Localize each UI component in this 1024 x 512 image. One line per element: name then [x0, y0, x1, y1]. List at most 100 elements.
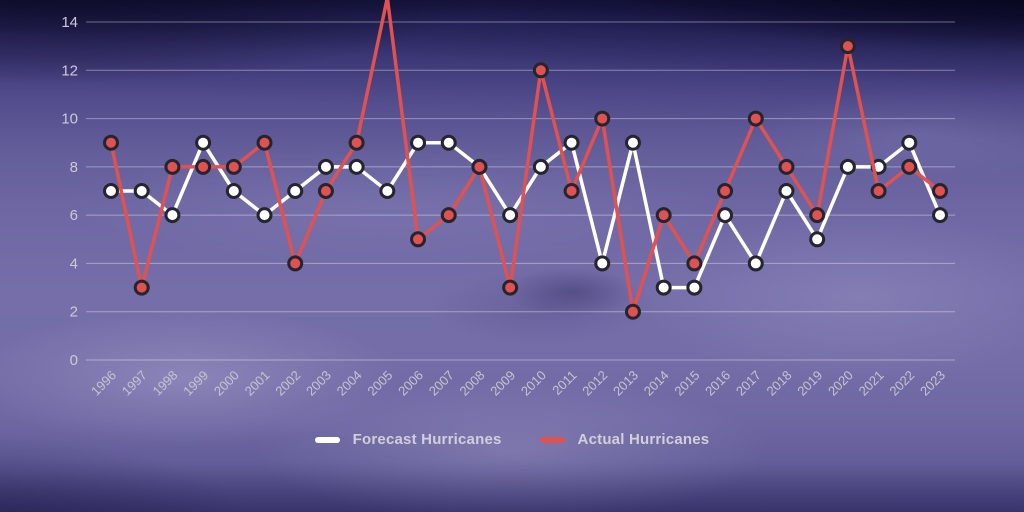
legend-item-actual-hurricanes[interactable]: Actual Hurricanes	[539, 431, 710, 448]
actual-hurricanes-point-2014[interactable]	[655, 207, 672, 224]
legend-label: Actual Hurricanes	[577, 431, 710, 448]
x-axis-label-1996: 1996	[88, 368, 119, 399]
forecast-hurricanes-point-2007[interactable]	[440, 134, 457, 151]
y-axis-label-8: 8	[70, 159, 78, 176]
y-axis-label-4: 4	[70, 255, 78, 272]
forecast-hurricanes-point-2011[interactable]	[563, 134, 580, 151]
y-axis-label-6: 6	[70, 207, 78, 224]
forecast-hurricanes-point-2000[interactable]	[225, 183, 242, 199]
actual-hurricanes-point-2004[interactable]	[348, 134, 365, 151]
x-axis-label-1997: 1997	[119, 368, 150, 399]
actual-hurricanes-point-2019[interactable]	[809, 207, 826, 224]
forecast-hurricanes-point-2022[interactable]	[901, 134, 918, 151]
actual-hurricanes-point-2002[interactable]	[287, 255, 304, 272]
forecast-hurricanes-point-1997[interactable]	[133, 183, 150, 199]
actual-hurricanes-point-2021[interactable]	[870, 183, 887, 199]
x-axis-label-2015: 2015	[671, 368, 702, 399]
actual-hurricanes-point-2011[interactable]	[563, 183, 580, 199]
x-axis-label-2000: 2000	[211, 368, 242, 399]
forecast-hurricanes-point-2012[interactable]	[594, 255, 611, 272]
actual-hurricanes-point-1998[interactable]	[164, 158, 181, 175]
actual-hurricanes-point-2015[interactable]	[686, 255, 703, 272]
actual-hurricanes-point-1997[interactable]	[133, 279, 150, 296]
x-axis-label-2008: 2008	[457, 368, 488, 399]
legend-item-forecast-hurricanes[interactable]: Forecast Hurricanes	[314, 431, 502, 448]
x-axis-label-1998: 1998	[149, 368, 180, 399]
x-axis-label-1999: 1999	[180, 368, 211, 399]
actual-hurricanes-point-2003[interactable]	[317, 183, 334, 199]
actual-hurricanes-point-2017[interactable]	[747, 110, 764, 127]
y-axis-label-10: 10	[61, 111, 78, 128]
forecast-hurricanes-point-1999[interactable]	[195, 134, 212, 151]
x-axis-label-2010: 2010	[518, 368, 549, 399]
actual-hurricanes-point-2007[interactable]	[440, 207, 457, 224]
x-axis-label-2007: 2007	[426, 368, 457, 399]
actual-hurricanes-line	[109, 0, 942, 314]
legend-swatch-icon	[314, 436, 340, 443]
forecast-hurricanes-point-2005[interactable]	[379, 183, 396, 199]
forecast-hurricanes-point-2014[interactable]	[655, 279, 672, 296]
actual-hurricanes-point-2001[interactable]	[256, 134, 273, 151]
x-axis-label-2023: 2023	[917, 368, 948, 399]
x-axis-label-2019: 2019	[794, 368, 825, 399]
x-axis-label-2017: 2017	[733, 368, 764, 399]
x-axis-label-2020: 2020	[825, 368, 856, 399]
x-axis-label-2021: 2021	[856, 368, 887, 399]
forecast-hurricanes-point-2010[interactable]	[532, 158, 549, 175]
forecast-hurricanes-point-2004[interactable]	[348, 158, 365, 175]
y-axis-label-2: 2	[70, 304, 78, 321]
forecast-hurricanes-point-2020[interactable]	[839, 158, 856, 175]
forecast-hurricanes-point-2015[interactable]	[686, 279, 703, 296]
x-axis-label-2004: 2004	[334, 368, 365, 399]
forecast-hurricanes-point-2002[interactable]	[287, 183, 304, 199]
x-axis-label-2014: 2014	[641, 368, 672, 399]
forecast-hurricanes-point-2009[interactable]	[502, 207, 519, 224]
actual-hurricanes-point-2008[interactable]	[471, 158, 488, 175]
x-axis-label-2005: 2005	[364, 368, 395, 399]
actual-hurricanes-point-2020[interactable]	[839, 38, 856, 55]
actual-hurricanes-point-2006[interactable]	[410, 231, 427, 248]
y-axis-label-14: 14	[61, 14, 78, 31]
forecast-hurricanes-point-2018[interactable]	[778, 183, 795, 199]
x-axis-label-2002: 2002	[272, 368, 303, 399]
x-axis-label-2018: 2018	[764, 368, 795, 399]
forecast-hurricanes-point-2017[interactable]	[747, 255, 764, 272]
x-axis-label-2006: 2006	[395, 368, 426, 399]
x-axis-label-2012: 2012	[579, 368, 610, 399]
forecast-hurricanes-point-2016[interactable]	[717, 207, 734, 224]
forecast-hurricanes-point-1996[interactable]	[103, 183, 119, 199]
y-axis-label-0: 0	[70, 352, 78, 369]
y-axis-label-12: 12	[61, 62, 78, 79]
x-axis-label-2009: 2009	[487, 368, 518, 399]
actual-hurricanes-point-2018[interactable]	[778, 158, 795, 175]
x-axis-label-2011: 2011	[549, 368, 579, 398]
actual-hurricanes-point-2022[interactable]	[901, 158, 918, 175]
forecast-hurricanes-point-2003[interactable]	[317, 158, 334, 175]
actual-hurricanes-point-2013[interactable]	[624, 303, 641, 320]
actual-hurricanes-point-1996[interactable]	[103, 134, 119, 151]
actual-hurricanes-point-1999[interactable]	[195, 158, 212, 175]
forecast-hurricanes-point-2013[interactable]	[624, 134, 641, 151]
forecast-hurricanes-point-2023[interactable]	[932, 207, 948, 224]
actual-hurricanes-point-2010[interactable]	[532, 62, 549, 79]
forecast-hurricanes-point-2019[interactable]	[809, 231, 826, 248]
actual-hurricanes-point-2012[interactable]	[594, 110, 611, 127]
legend-swatch-icon	[539, 436, 565, 443]
x-axis-label-2022: 2022	[886, 368, 917, 399]
x-axis-label-2016: 2016	[702, 368, 733, 399]
actual-hurricanes-point-2023[interactable]	[932, 183, 948, 199]
chart-legend: Forecast Hurricanes Actual Hurricanes	[0, 431, 1024, 448]
legend-label: Forecast Hurricanes	[352, 431, 502, 448]
forecast-hurricanes-point-2006[interactable]	[410, 134, 427, 151]
actual-hurricanes-point-2000[interactable]	[225, 158, 242, 175]
x-axis-label-2001: 2001	[242, 368, 273, 399]
forecast-hurricanes-point-2001[interactable]	[256, 207, 273, 224]
forecast-hurricanes-point-1998[interactable]	[164, 207, 181, 224]
actual-hurricanes-point-2016[interactable]	[717, 183, 734, 199]
x-axis-label-2013: 2013	[610, 368, 641, 399]
x-axis-label-2003: 2003	[303, 368, 334, 399]
actual-hurricanes-point-2009[interactable]	[502, 279, 519, 296]
